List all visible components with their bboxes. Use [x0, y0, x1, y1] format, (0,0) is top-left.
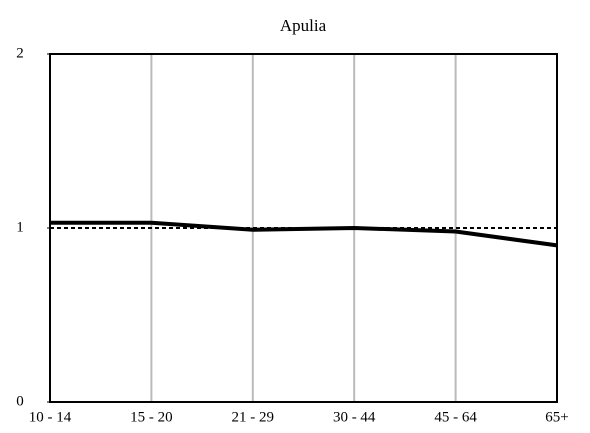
x-tick-label: 45 - 64: [434, 409, 477, 425]
x-tick-label: 21 - 29: [232, 409, 275, 425]
x-tick-label: 15 - 20: [130, 409, 173, 425]
y-tick-label: 2: [16, 45, 24, 61]
y-tick-label: 0: [16, 393, 24, 409]
y-tick-label: 1: [16, 219, 24, 235]
series-line: [50, 220, 558, 248]
x-tick-label: 10 - 14: [29, 409, 72, 425]
x-tick-label: 65+: [545, 409, 568, 425]
plot-frame: [49, 53, 558, 403]
x-tick-label: 30 - 44: [333, 409, 376, 425]
chart-title: Apulia: [280, 16, 327, 35]
